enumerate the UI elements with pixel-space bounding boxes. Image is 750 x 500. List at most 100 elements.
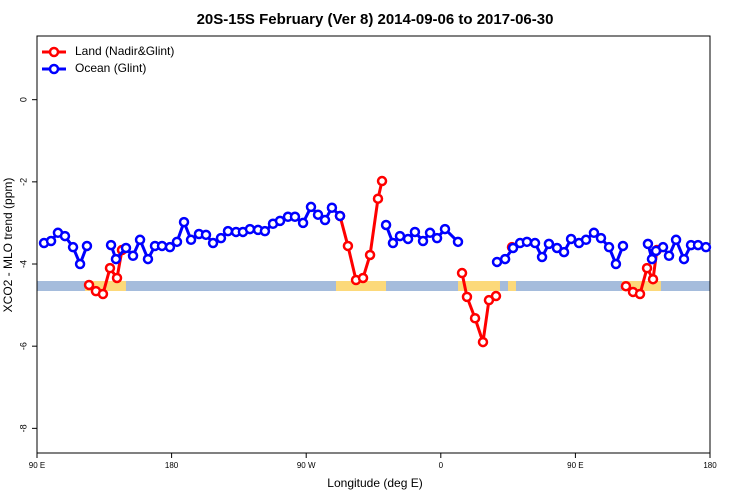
data-point	[595, 232, 607, 244]
data-point	[491, 256, 503, 268]
x-axis-label: Longitude (deg E)	[327, 476, 422, 490]
data-point	[215, 232, 227, 244]
data-point	[319, 214, 331, 226]
data-point	[364, 249, 376, 261]
data-point	[326, 202, 338, 213]
data-point	[456, 267, 468, 279]
data-point	[312, 209, 324, 220]
x-tick-label: 180	[165, 461, 179, 470]
data-point	[178, 216, 190, 228]
data-point	[477, 336, 489, 348]
data-point	[105, 239, 117, 251]
surface-band-land	[335, 281, 387, 291]
legend-swatch-point	[48, 63, 60, 75]
data-point	[646, 253, 658, 265]
x-tick-label: 90 E	[567, 461, 583, 470]
data-point	[244, 223, 256, 235]
data-point	[620, 280, 632, 292]
legend-label: Ocean (Glint)	[75, 61, 146, 75]
data-point	[83, 279, 95, 291]
surface-band-land	[458, 281, 500, 291]
data-point	[200, 229, 212, 241]
data-point	[634, 288, 646, 300]
data-point	[603, 241, 615, 253]
data-point	[127, 250, 139, 262]
data-point	[507, 242, 519, 254]
data-point	[529, 237, 541, 249]
data-point	[342, 240, 354, 252]
data-point	[543, 238, 555, 250]
data-point	[372, 193, 384, 204]
data-point	[588, 227, 600, 239]
data-point	[558, 246, 570, 258]
data-point	[387, 237, 399, 249]
data-point	[59, 230, 71, 242]
data-point	[409, 226, 421, 238]
y-tick-label: 0	[18, 97, 28, 102]
data-point	[499, 253, 511, 265]
y-axis-label: XCO2 - MLO trend (ppm)	[1, 178, 15, 313]
data-point	[617, 240, 629, 252]
y-tick-label: -4	[18, 260, 28, 268]
data-point	[678, 253, 690, 265]
data-point	[394, 230, 406, 242]
data-point	[521, 236, 533, 248]
data-point	[431, 232, 443, 244]
data-point	[111, 272, 123, 284]
data-point	[81, 240, 93, 252]
data-point	[110, 253, 122, 265]
data-point	[305, 201, 317, 213]
data-point	[207, 237, 219, 249]
x-tick-label: 90 W	[297, 461, 316, 470]
data-point	[610, 258, 622, 270]
data-point	[164, 241, 176, 253]
y-tick-label: -6	[18, 342, 28, 350]
data-point	[700, 241, 712, 253]
data-point	[185, 234, 197, 246]
data-point	[452, 236, 464, 248]
data-point	[417, 235, 429, 247]
data-point	[134, 234, 146, 246]
data-point	[120, 242, 132, 254]
chart-title: 20S-15S February (Ver 8) 2014-09-06 to 2…	[197, 11, 554, 28]
data-point	[461, 291, 473, 303]
data-point	[657, 241, 669, 253]
data-point	[641, 262, 653, 274]
legend-label: Land (Nadir&Glint)	[75, 44, 174, 58]
series-line	[88, 180, 659, 344]
x-tick-label: 90 E	[29, 461, 45, 470]
data-point	[376, 175, 388, 187]
data-point	[274, 215, 286, 227]
data-point	[104, 262, 116, 274]
data-point	[580, 234, 592, 246]
data-point	[259, 225, 271, 237]
data-point	[142, 253, 154, 265]
legend-swatch-point	[48, 46, 60, 58]
data-point	[156, 240, 168, 252]
data-point	[642, 238, 654, 250]
data-point	[67, 241, 79, 253]
data-point	[97, 288, 109, 300]
data-point	[647, 273, 659, 285]
data-point	[334, 210, 346, 222]
y-tick-label: -2	[18, 178, 28, 186]
x-tick-label: 0	[439, 461, 444, 470]
data-point	[45, 235, 57, 247]
data-point	[380, 219, 392, 231]
y-tick-label: -8	[18, 424, 28, 432]
data-point	[357, 272, 369, 284]
data-point	[289, 211, 301, 223]
data-point	[74, 258, 86, 270]
data-point	[663, 250, 675, 262]
data-point	[402, 233, 414, 245]
data-point	[297, 217, 309, 229]
data-point	[171, 236, 183, 248]
data-point	[565, 233, 577, 245]
surface-band-land	[507, 281, 516, 291]
data-point	[469, 312, 481, 324]
data-point	[424, 227, 436, 239]
data-point	[490, 290, 502, 302]
x-tick-label: 180	[703, 461, 717, 470]
data-point	[439, 223, 451, 235]
